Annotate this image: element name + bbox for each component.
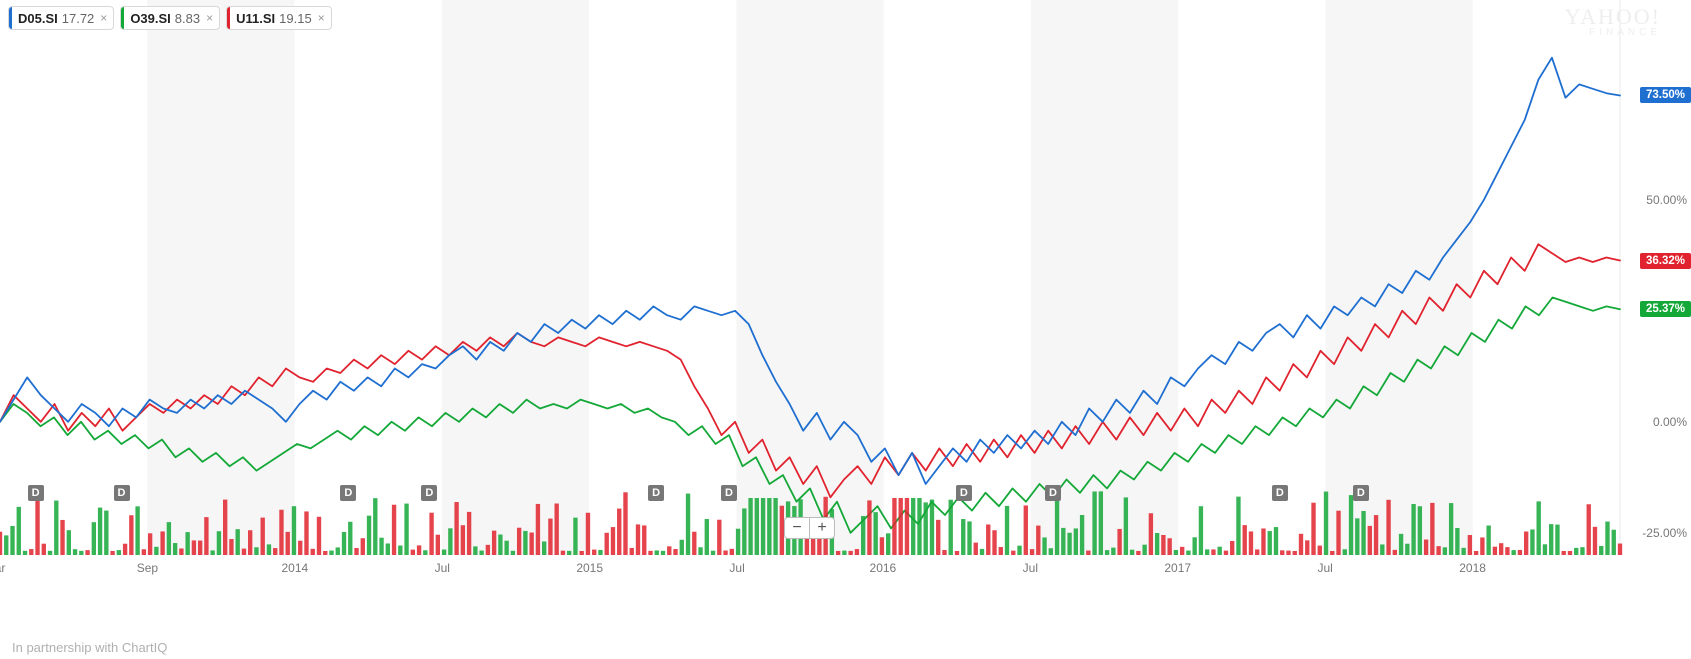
- yahoo-finance-logo: YAHOO! FINANCE: [1565, 6, 1661, 38]
- dividend-marker[interactable]: D: [421, 485, 437, 501]
- chip-symbol: U11.SI: [236, 11, 275, 26]
- end-value-tag: 25.37%: [1640, 301, 1691, 317]
- end-value-tag: 36.32%: [1640, 253, 1691, 269]
- zoom-in-button[interactable]: +: [809, 518, 834, 538]
- chart-attribution: In partnership with ChartIQ: [12, 640, 167, 655]
- x-axis-label: 2018: [1459, 561, 1486, 575]
- legend-chip-u11[interactable]: U11.SI 19.15 ×: [226, 6, 332, 30]
- end-value-tag: 73.50%: [1640, 87, 1691, 103]
- close-icon[interactable]: ×: [100, 11, 107, 25]
- y-axis-label: 50.00%: [1646, 193, 1687, 207]
- y-axis-label: 0.00%: [1653, 415, 1687, 429]
- x-axis-label: Jul: [1317, 561, 1332, 575]
- x-axis-label: 2014: [281, 561, 308, 575]
- logo-line1: YAHOO!: [1565, 6, 1661, 28]
- legend-chips: D05.SI 17.72 × O39.SI 8.83 × U11.SI 19.1…: [8, 6, 332, 30]
- x-axis-label: Jul: [729, 561, 744, 575]
- x-axis-label: Jul: [1023, 561, 1038, 575]
- chip-symbol: D05.SI: [18, 11, 58, 26]
- dividend-marker[interactable]: D: [721, 485, 737, 501]
- legend-chip-o39[interactable]: O39.SI 8.83 ×: [120, 6, 220, 30]
- logo-line2: FINANCE: [1565, 28, 1661, 38]
- dividend-marker[interactable]: D: [1272, 485, 1288, 501]
- x-axis-label: Sep: [137, 561, 158, 575]
- chip-value: 8.83: [175, 11, 200, 26]
- chip-value: 17.72: [62, 11, 95, 26]
- chip-color-bar: [9, 7, 12, 29]
- chip-symbol: O39.SI: [130, 11, 170, 26]
- dividend-marker[interactable]: D: [114, 485, 130, 501]
- x-axis-label: Jul: [435, 561, 450, 575]
- chip-color-bar: [227, 7, 230, 29]
- zoom-control: − +: [784, 517, 835, 539]
- x-axis-label: 2017: [1164, 561, 1191, 575]
- dividend-marker[interactable]: D: [648, 485, 664, 501]
- legend-chip-d05[interactable]: D05.SI 17.72 ×: [8, 6, 114, 30]
- chip-color-bar: [121, 7, 124, 29]
- dividend-marker[interactable]: D: [340, 485, 356, 501]
- close-icon[interactable]: ×: [206, 11, 213, 25]
- dividend-marker[interactable]: D: [1353, 485, 1369, 501]
- dividend-marker[interactable]: D: [956, 485, 972, 501]
- price-chart[interactable]: [0, 0, 1691, 659]
- x-axis-label: 2015: [576, 561, 603, 575]
- dividend-marker[interactable]: D: [1045, 485, 1061, 501]
- dividend-marker[interactable]: D: [28, 485, 44, 501]
- x-axis-label: 2016: [870, 561, 897, 575]
- zoom-out-button[interactable]: −: [785, 518, 809, 538]
- x-axis-label: ar: [0, 561, 5, 575]
- y-axis-label: -25.00%: [1642, 526, 1687, 540]
- close-icon[interactable]: ×: [318, 11, 325, 25]
- chip-value: 19.15: [279, 11, 312, 26]
- chart-root: D05.SI 17.72 × O39.SI 8.83 × U11.SI 19.1…: [0, 0, 1691, 659]
